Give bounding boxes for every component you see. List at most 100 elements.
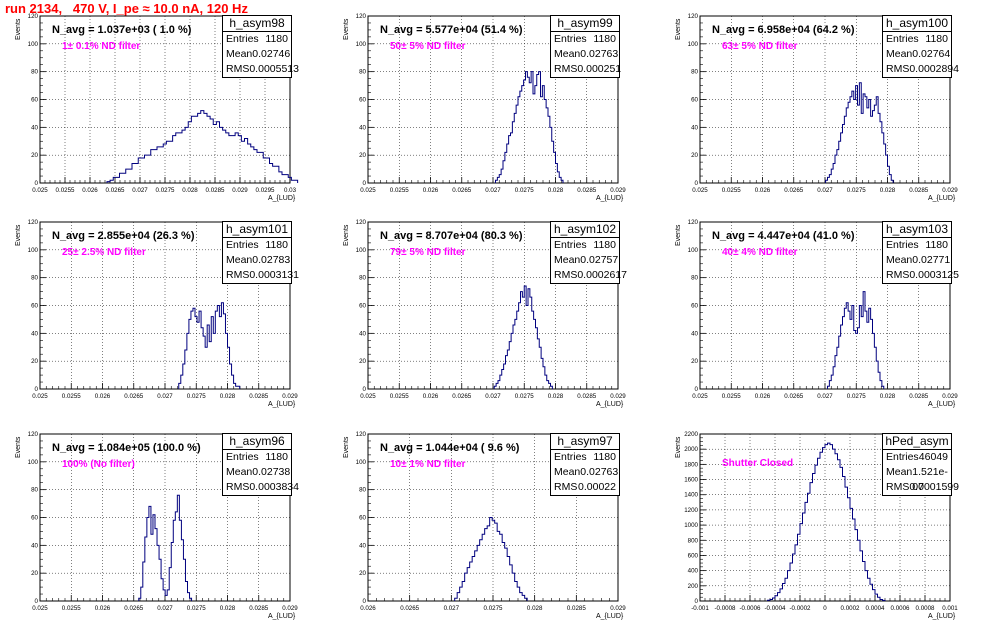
stats-key-mean: Mean bbox=[554, 466, 581, 478]
stats-row-rms: RMS 0.0005513 bbox=[223, 62, 299, 77]
page-title: run 2134, 470 V, I_pe ≈ 10.0 nA, 120 Hz bbox=[5, 1, 248, 16]
x-tick-label: 0.026 bbox=[95, 393, 111, 400]
y-tick-label: 20 bbox=[359, 358, 366, 365]
stats-key-entries: Entries bbox=[554, 33, 587, 45]
n-avg-label: N_avg = 6.958e+04 (64.2 %) bbox=[712, 24, 855, 36]
stats-value-rms: 0.0003834 bbox=[249, 481, 299, 493]
stats-row-mean: Mean 1.521e-07 bbox=[883, 465, 951, 493]
x-tick-label: 0.0285 bbox=[909, 187, 928, 194]
stats-box: h_asym102 Entries 1180 Mean 0.02757 RMS 0.0002… bbox=[550, 221, 627, 284]
stats-key-rms: RMS bbox=[554, 269, 578, 281]
stats-row-entries: Entries 1180 bbox=[223, 450, 291, 465]
x-tick-label: 0.0255 bbox=[62, 605, 81, 612]
x-tick-label: 0.0265 bbox=[106, 187, 125, 194]
n-avg-label: N_avg = 4.447e+04 (41.0 %) bbox=[712, 230, 855, 242]
histogram-series bbox=[767, 442, 886, 601]
x-tick-label: 0.027 bbox=[817, 393, 833, 400]
x-tick-label: 0.0275 bbox=[847, 187, 866, 194]
y-tick-label: 0 bbox=[695, 180, 699, 187]
histogram-name: h_asym100 bbox=[883, 16, 951, 32]
stats-value-entries: 1180 bbox=[925, 33, 948, 45]
filter-label: Shutter Closed bbox=[722, 458, 794, 469]
stats-row-mean: Mean 0.02763 bbox=[551, 465, 619, 480]
stats-row-mean: Mean 0.02763 bbox=[551, 47, 619, 62]
histogram-panel-h_asym99: 0.025 0.0255 0.026 0.0265 0.027 0.0275 0.028 0.… bbox=[343, 13, 626, 202]
y-tick-label: 80 bbox=[691, 275, 698, 282]
y-tick-label: 60 bbox=[691, 97, 698, 104]
y-tick-label: 40 bbox=[31, 124, 38, 131]
y-axis-label: Events bbox=[343, 224, 350, 246]
x-tick-label: 0 bbox=[823, 605, 827, 612]
x-tick-label: 0.026 bbox=[95, 605, 111, 612]
histogram-series bbox=[827, 291, 885, 389]
histogram-panel-h_asym96: 0.025 0.0255 0.026 0.0265 0.027 0.0275 0.028 0.… bbox=[15, 431, 299, 620]
x-tick-label: 0.025 bbox=[692, 187, 708, 194]
stats-box: h_asym97 Entries 1180 Mean 0.02763 RMS 0.00022 bbox=[550, 433, 620, 496]
filter-label: 10± 1% ND filter bbox=[390, 459, 466, 470]
x-tick-label: 0.028 bbox=[880, 187, 896, 194]
x-tick-label: 0.0275 bbox=[187, 393, 206, 400]
histogram-panel-h_asym101: 0.025 0.0255 0.026 0.0265 0.027 0.0275 0.028 0.… bbox=[15, 219, 299, 408]
stats-key-rms: RMS bbox=[886, 481, 910, 493]
histogram-name: h_asym99 bbox=[551, 16, 619, 32]
x-tick-label: 0.027 bbox=[157, 393, 173, 400]
stats-row-rms: RMS 0.0003834 bbox=[223, 480, 299, 495]
y-tick-label: 60 bbox=[31, 97, 38, 104]
stats-row-mean: Mean 0.02757 bbox=[551, 253, 619, 268]
x-tick-label: 0.025 bbox=[692, 393, 708, 400]
y-tick-label: 1200 bbox=[684, 507, 698, 514]
histogram-panel-h_asym100: 0.025 0.0255 0.026 0.0265 0.027 0.0275 0.028 0.… bbox=[675, 13, 959, 202]
x-tick-label: 0.025 bbox=[360, 187, 376, 194]
stats-value-mean: 0.02771 bbox=[912, 254, 951, 266]
stats-value-mean: 0.02763 bbox=[580, 466, 619, 478]
x-tick-label: 0.0265 bbox=[452, 393, 471, 400]
y-tick-label: 0 bbox=[363, 598, 367, 605]
stats-key-entries: Entries bbox=[886, 239, 919, 251]
stats-row-rms: RMS 0.00022 bbox=[551, 480, 619, 495]
y-tick-label: 100 bbox=[28, 41, 39, 48]
x-tick-label: 0.0265 bbox=[452, 187, 471, 194]
y-tick-label: 0 bbox=[363, 386, 367, 393]
stats-row-mean: Mean 0.02764 bbox=[883, 47, 951, 62]
y-tick-label: 2200 bbox=[684, 431, 698, 438]
x-tick-label: 0.025 bbox=[32, 605, 48, 612]
stats-box: h_asym99 Entries 1180 Mean 0.02763 RMS 0.00025… bbox=[550, 15, 621, 78]
x-tick-label: 0.029 bbox=[942, 187, 958, 194]
y-tick-label: 80 bbox=[359, 275, 366, 282]
histogram-series bbox=[106, 110, 299, 183]
y-tick-label: 40 bbox=[691, 124, 698, 131]
x-tick-label: 0.0255 bbox=[722, 187, 741, 194]
x-tick-label: 0.0285 bbox=[909, 393, 928, 400]
y-tick-label: 600 bbox=[688, 552, 699, 559]
stats-row-rms: RMS 0.0002617 bbox=[551, 268, 627, 283]
x-tick-label: 0.0265 bbox=[124, 605, 143, 612]
histogram-name: h_asym97 bbox=[551, 434, 619, 450]
stats-box: h_asym101 Entries 1180 Mean 0.02783 RMS 0.0003… bbox=[222, 221, 299, 284]
stats-row-rms: RMS 0.000251 bbox=[551, 62, 621, 77]
histogram-name: h_asym98 bbox=[223, 16, 291, 32]
x-axis-label: A_{LUD} bbox=[268, 613, 296, 620]
y-tick-label: 100 bbox=[356, 41, 367, 48]
y-tick-label: 20 bbox=[31, 570, 38, 577]
x-axis-label: A_{LUD} bbox=[928, 613, 956, 620]
x-tick-label: 0.027 bbox=[444, 605, 460, 612]
x-tick-label: 0.0285 bbox=[206, 187, 225, 194]
x-tick-label: 0.026 bbox=[82, 187, 98, 194]
x-tick-label: 0.0285 bbox=[567, 605, 586, 612]
stats-key-rms: RMS bbox=[886, 269, 910, 281]
histogram-name: hPed_asym bbox=[883, 434, 951, 450]
x-tick-label: 0.026 bbox=[755, 393, 771, 400]
stats-value-entries: 46049 bbox=[918, 451, 948, 463]
y-tick-label: 120 bbox=[688, 13, 699, 20]
histogram-panel-h_asym103: 0.025 0.0255 0.026 0.0265 0.027 0.0275 0.028 0.… bbox=[675, 219, 959, 408]
stats-row-mean: Mean 0.02783 bbox=[223, 253, 291, 268]
x-tick-label: 0.0275 bbox=[484, 605, 503, 612]
y-tick-label: 100 bbox=[356, 247, 367, 254]
stats-key-rms: RMS bbox=[886, 63, 910, 75]
y-tick-label: 120 bbox=[28, 431, 39, 438]
y-tick-label: 60 bbox=[31, 515, 38, 522]
stats-key-mean: Mean bbox=[226, 466, 253, 478]
y-tick-label: 80 bbox=[31, 275, 38, 282]
stats-value-rms: 0.0003131 bbox=[249, 269, 299, 281]
y-tick-label: 40 bbox=[359, 542, 366, 549]
